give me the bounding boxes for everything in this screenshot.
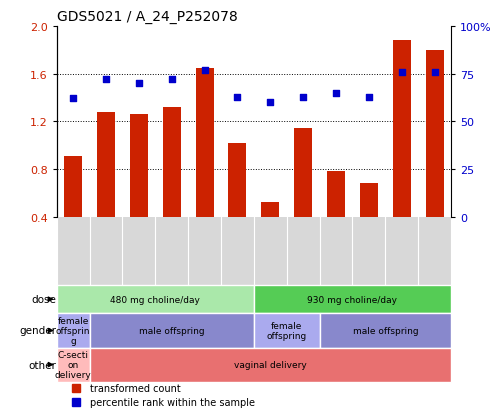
Point [332, 90, 340, 97]
Text: transformed count: transformed count [90, 384, 181, 394]
Text: 930 mg choline/day: 930 mg choline/day [308, 295, 397, 304]
Bar [360, 184, 378, 217]
Bar [425, 51, 444, 217]
Bar [57, 285, 254, 314]
Bar [90, 314, 254, 348]
Text: male offspring: male offspring [352, 326, 418, 335]
Bar [327, 172, 345, 217]
Bar [130, 115, 148, 217]
Bar [163, 108, 181, 217]
Bar [97, 112, 115, 217]
Bar [57, 314, 90, 348]
Point [398, 69, 406, 76]
Bar [294, 129, 312, 217]
Point [431, 69, 439, 76]
Bar [196, 69, 213, 217]
Point [234, 94, 242, 101]
Bar [261, 203, 280, 217]
Bar [393, 41, 411, 217]
Text: other: other [29, 360, 57, 370]
Bar [319, 314, 451, 348]
Text: vaginal delivery: vaginal delivery [234, 360, 307, 369]
Bar [254, 314, 319, 348]
Text: male offspring: male offspring [139, 326, 205, 335]
Bar [254, 285, 451, 314]
Bar [57, 348, 90, 382]
Point [299, 94, 307, 101]
Text: female
offspring: female offspring [267, 321, 307, 340]
Point [201, 67, 209, 74]
Text: 480 mg choline/day: 480 mg choline/day [110, 295, 200, 304]
Text: C-secti
on
delivery: C-secti on delivery [55, 350, 92, 380]
Bar [64, 157, 82, 217]
Point [69, 96, 77, 102]
Point [168, 77, 176, 83]
Text: GDS5021 / A_24_P252078: GDS5021 / A_24_P252078 [57, 10, 238, 24]
Text: dose: dose [32, 294, 57, 304]
Point [365, 94, 373, 101]
Bar [228, 143, 246, 217]
Point [135, 81, 143, 87]
Point [266, 100, 274, 106]
Text: percentile rank within the sample: percentile rank within the sample [90, 397, 255, 407]
Text: female
offsprin
g: female offsprin g [56, 316, 90, 346]
Text: gender: gender [20, 326, 57, 336]
Point [102, 77, 110, 83]
